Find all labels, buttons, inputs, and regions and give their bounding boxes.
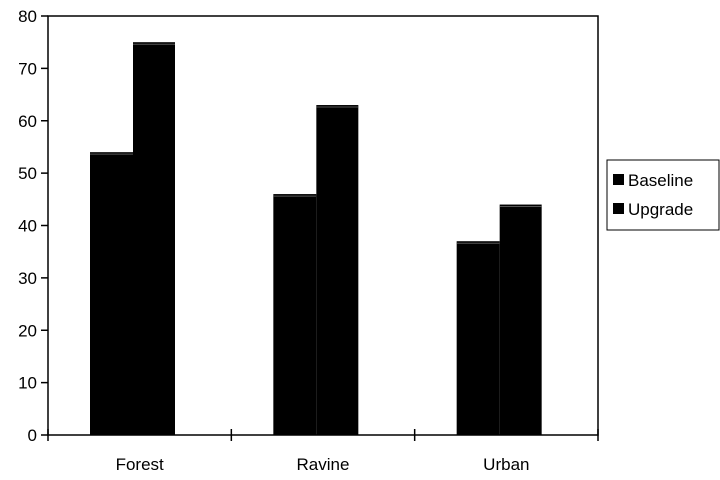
legend: Baseline Upgrade (606, 159, 720, 231)
axes-group (41, 15, 599, 441)
bar-upgrade-ravine (316, 105, 359, 435)
y-tick-label: 60 (18, 112, 37, 131)
legend-label-baseline: Baseline (628, 171, 693, 190)
bar-upgrade-forest (133, 42, 175, 435)
y-tick-label: 70 (18, 59, 37, 78)
bars-group (90, 42, 542, 436)
legend-frame (606, 159, 720, 231)
legend-label-upgrade: Upgrade (628, 200, 693, 219)
y-tick-label: 10 (18, 374, 37, 393)
category-labels: Forest Ravine Urban (116, 455, 530, 474)
y-tick-label: 20 (18, 321, 37, 340)
bar-baseline-urban (456, 241, 500, 435)
legend-swatch-upgrade (613, 203, 624, 214)
bar-baseline-ravine (273, 194, 317, 435)
category-label-ravine: Ravine (297, 455, 350, 474)
y-tick-label: 30 (18, 269, 37, 288)
y-tick-labels: 0 10 20 30 40 50 60 70 80 (18, 7, 37, 445)
y-tick-label: 50 (18, 164, 37, 183)
y-tick-label: 0 (28, 426, 37, 445)
legend-swatch-baseline (613, 174, 624, 185)
y-tick-label: 80 (18, 7, 37, 26)
bar-upgrade-urban (499, 204, 542, 435)
y-tick-label: 40 (18, 217, 37, 236)
bar-baseline-forest (90, 152, 133, 436)
category-label-urban: Urban (483, 455, 529, 474)
category-label-forest: Forest (116, 455, 164, 474)
